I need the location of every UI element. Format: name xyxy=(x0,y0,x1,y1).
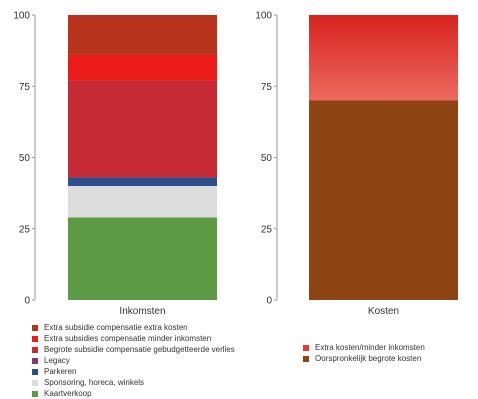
kosten-legend: Extra kosten/minder inkomsten Oorspronkel… xyxy=(303,342,425,364)
legend-swatch xyxy=(32,335,38,342)
legend-swatch xyxy=(32,379,38,386)
legend-label: Extra subsidies compensatie minder inkom… xyxy=(44,334,212,343)
legend-label: Begrote subsidie compensatie gebudgettee… xyxy=(44,345,235,354)
bar-segment-oorspronkelijk-begrote-kosten xyxy=(309,100,458,300)
y-tick-label: 100 xyxy=(255,11,272,22)
legend-item: Sponsoring, horeca, winkels xyxy=(32,377,235,388)
y-tick-label: 25 xyxy=(261,224,273,235)
y-tick-label: 50 xyxy=(19,153,31,164)
y-tick-label: 75 xyxy=(261,82,273,93)
bar-segment-extra-subsidie-compensatie-extra-kosten xyxy=(68,15,217,55)
legend-item: Begrote subsidie compensatie gebudgettee… xyxy=(32,344,235,355)
legend-label: Extra kosten/minder inkomsten xyxy=(315,343,425,352)
y-tick-label: 0 xyxy=(24,296,30,307)
y-tick-label: 100 xyxy=(13,11,30,22)
legend-item: Extra subsidie compensatie extra kosten xyxy=(32,322,235,333)
legend-item: Legacy xyxy=(32,355,235,366)
x-category-label: Inkomsten xyxy=(119,306,165,317)
inkomsten-chart: 0 25 50 75 100 Inkomsten xyxy=(13,11,217,317)
legend-label: Oorspronkelijk begrote kosten xyxy=(315,354,422,363)
legend-label: Extra subsidie compensatie extra kosten xyxy=(44,323,188,332)
legend-label: Legacy xyxy=(44,356,70,365)
legend-item: Parkeren xyxy=(32,366,235,377)
y-tick-label: 0 xyxy=(266,296,272,307)
y-tick-label: 25 xyxy=(19,224,31,235)
bar-segment-kaartverkoop xyxy=(68,217,217,300)
bar-segment-sponsoring-horeca-winkels xyxy=(68,186,217,218)
bar-segment-begrote-subsidie-compensatie-gebudgetteerde-verlies xyxy=(68,80,217,178)
legend-item: Extra subsidies compensatie minder inkom… xyxy=(32,333,235,344)
kosten-chart: 0 25 50 75 100 Kosten xyxy=(255,11,458,317)
legend-swatch xyxy=(303,355,309,362)
inkomsten-legend: Extra subsidie compensatie extra kosten E… xyxy=(32,322,235,399)
legend-label: Sponsoring, horeca, winkels xyxy=(44,378,145,387)
legend-item: Extra kosten/minder inkomsten xyxy=(303,342,425,353)
legend-item: Oorspronkelijk begrote kosten xyxy=(303,353,425,364)
y-tick-label: 50 xyxy=(261,153,273,164)
legend-swatch xyxy=(32,368,38,375)
legend-label: Parkeren xyxy=(44,367,77,376)
legend-swatch xyxy=(32,357,38,364)
legend-swatch xyxy=(303,344,309,351)
bar-segment-parkeren xyxy=(68,177,217,186)
bar-segment-extra-kosten-minder-inkomsten xyxy=(309,15,458,101)
bar-segment-extra-subsidies-compensatie-minder-inkomsten xyxy=(68,54,217,81)
x-category-label: Kosten xyxy=(368,306,399,317)
y-tick-label: 75 xyxy=(19,82,31,93)
legend-swatch xyxy=(32,346,38,353)
legend-swatch xyxy=(32,324,38,331)
